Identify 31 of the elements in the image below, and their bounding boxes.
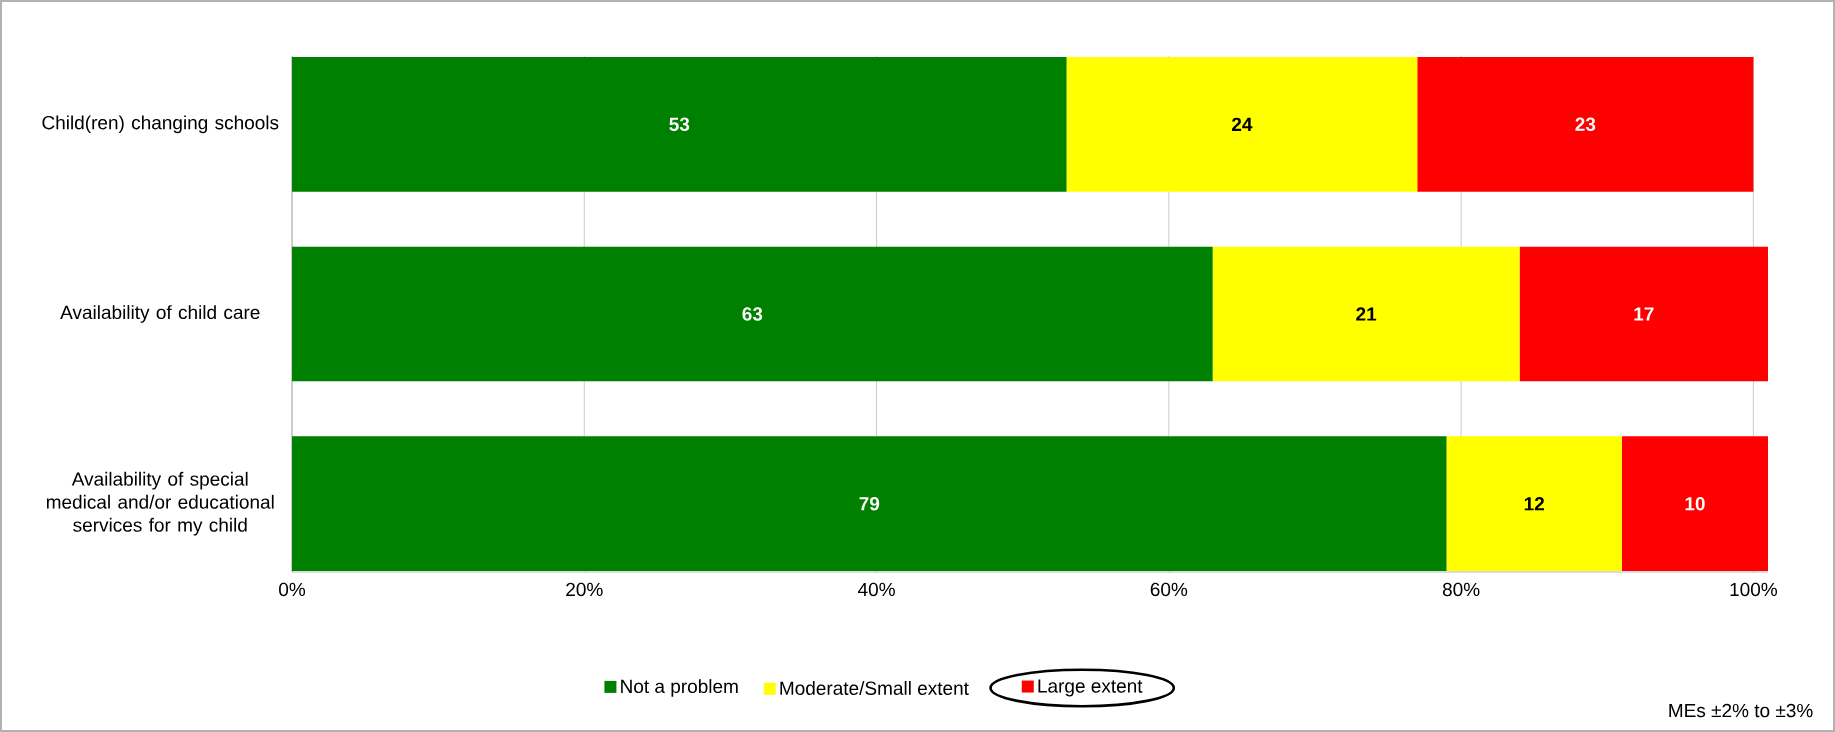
- y-tick-label: Availability of special medical and/or educational services for my child: [46, 471, 274, 536]
- x-tick-label: 80%: [1442, 582, 1480, 597]
- data-label: 23: [1575, 117, 1596, 132]
- y-tick-label: Availability of child care: [60, 305, 260, 323]
- legend-label: Large extent: [1038, 679, 1143, 697]
- data-label: 24: [1232, 117, 1253, 131]
- bar: [1066, 56, 1418, 192]
- data-label: 10: [1685, 496, 1705, 511]
- text: MEs ±2% to ±3%: [1669, 703, 1813, 718]
- data-label: 21: [1356, 307, 1377, 321]
- x-tick-label: 60%: [1150, 582, 1188, 597]
- x-tick-label: 0%: [279, 582, 306, 597]
- x-tick-label: 100%: [1730, 582, 1777, 597]
- bar: [1212, 246, 1520, 382]
- legend-label: Not a problem: [621, 679, 738, 697]
- bar: [1446, 436, 1622, 572]
- bar: [292, 56, 1067, 192]
- bar: [292, 436, 1447, 572]
- data-label: 63: [742, 307, 763, 321]
- data-label: 79: [859, 496, 880, 511]
- bar: [1519, 246, 1768, 382]
- data-label: 12: [1524, 497, 1544, 511]
- legend-label: Moderate/Small extent: [780, 681, 969, 695]
- y-tick-label: Child(ren) changing schools: [42, 115, 279, 134]
- bar: [292, 246, 1213, 382]
- data-label: 17: [1634, 307, 1654, 321]
- bar: [1621, 436, 1768, 572]
- bar: [1417, 56, 1754, 192]
- x-tick-label: 20%: [566, 582, 603, 597]
- x-tick-label: 40%: [857, 582, 895, 597]
- data-label: 53: [669, 117, 690, 132]
